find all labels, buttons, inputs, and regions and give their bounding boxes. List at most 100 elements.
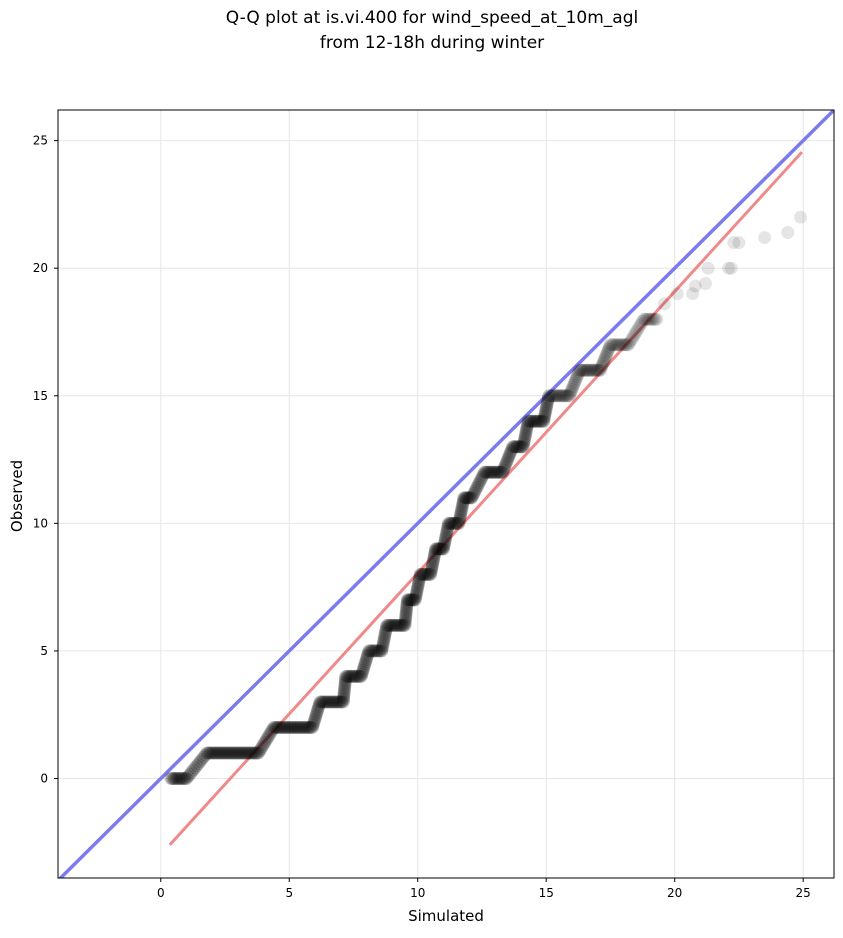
qq-point xyxy=(166,771,180,785)
qq-point xyxy=(456,497,470,511)
qq-point xyxy=(172,771,186,785)
qq-point xyxy=(379,623,393,637)
qq-point xyxy=(532,414,546,428)
qq-point xyxy=(526,414,540,428)
qq-point xyxy=(556,389,570,403)
qq-point xyxy=(471,478,485,492)
qq-point xyxy=(337,689,351,703)
qq-point xyxy=(566,380,580,394)
qq-point xyxy=(638,312,652,326)
qq-point xyxy=(758,231,772,245)
qq-point xyxy=(512,440,526,454)
qq-point xyxy=(587,363,601,377)
qq-point xyxy=(553,389,567,403)
qq-point xyxy=(455,501,469,515)
qq-point xyxy=(357,661,371,675)
qq-point xyxy=(450,516,464,530)
qq-point xyxy=(191,757,205,771)
qq-point xyxy=(305,720,319,734)
qq-point xyxy=(342,669,356,683)
grid-lines xyxy=(58,110,834,878)
x-tick-label: 10 xyxy=(410,886,425,900)
qq-point xyxy=(600,346,614,360)
qq-point xyxy=(354,669,368,683)
qq-point xyxy=(462,491,476,505)
qq-point xyxy=(287,720,301,734)
chart-subtitle: from 12-18h during winter xyxy=(320,33,544,53)
qq-point xyxy=(410,584,424,598)
qq-point xyxy=(439,529,453,543)
qq-point xyxy=(469,482,483,496)
qq-point xyxy=(624,333,638,347)
qq-point xyxy=(181,769,195,783)
qq-point xyxy=(319,695,333,709)
qq-point xyxy=(625,331,639,345)
qq-point xyxy=(244,746,258,760)
qq-point xyxy=(441,521,455,535)
qq-point xyxy=(301,720,315,734)
qq-point xyxy=(599,348,613,362)
qq-point xyxy=(257,737,271,751)
qq-point xyxy=(358,657,372,671)
qq-point xyxy=(375,642,389,656)
qq-point xyxy=(175,771,189,785)
qq-point xyxy=(400,595,414,609)
qq-point xyxy=(585,363,599,377)
qq-point xyxy=(474,472,488,486)
qq-point xyxy=(470,480,484,494)
qq-point xyxy=(422,567,436,581)
y-tick-label: 10 xyxy=(33,516,48,530)
qq-point xyxy=(437,538,451,552)
qq-point xyxy=(398,614,412,628)
qq-point xyxy=(615,338,629,352)
qq-point xyxy=(333,695,347,709)
qq-point xyxy=(520,423,534,437)
qq-point xyxy=(634,316,648,330)
qq-point xyxy=(461,491,475,505)
qq-point xyxy=(398,616,412,630)
qq-point xyxy=(338,676,352,690)
qq-point xyxy=(295,720,309,734)
qq-point xyxy=(510,440,524,454)
qq-point xyxy=(239,746,253,760)
qq-point xyxy=(245,746,259,760)
qq-point xyxy=(576,363,590,377)
qq-point xyxy=(524,414,538,428)
qq-point xyxy=(225,746,239,760)
qq-point xyxy=(427,552,441,566)
qq-point xyxy=(620,338,634,352)
qq-point xyxy=(356,663,370,677)
qq-point xyxy=(646,312,660,326)
qq-point xyxy=(569,372,583,386)
qq-point xyxy=(485,465,499,479)
qq-point xyxy=(399,610,413,624)
qq-point xyxy=(506,440,520,454)
qq-point xyxy=(400,601,414,615)
qq-point xyxy=(427,548,441,562)
qq-point xyxy=(593,363,607,377)
qq-point xyxy=(539,404,553,418)
qq-point xyxy=(296,720,310,734)
qq-point xyxy=(516,440,530,454)
qq-point xyxy=(412,574,426,588)
qq-point xyxy=(309,708,323,722)
qq-point xyxy=(375,644,389,658)
qq-point xyxy=(497,461,511,475)
qq-point xyxy=(449,516,463,530)
qq-point xyxy=(400,597,414,611)
qq-point xyxy=(493,465,507,479)
qq-point xyxy=(267,720,281,734)
qq-point xyxy=(457,491,471,505)
qq-point xyxy=(242,746,256,760)
qq-point xyxy=(425,561,439,575)
qq-point xyxy=(529,414,543,428)
qq-point xyxy=(312,697,326,711)
qq-point xyxy=(373,644,387,658)
qq-point xyxy=(409,591,423,605)
qq-point xyxy=(632,321,646,335)
qq-point xyxy=(378,627,392,641)
qq-point xyxy=(598,350,612,364)
qq-point xyxy=(621,338,635,352)
qq-point xyxy=(537,412,551,426)
